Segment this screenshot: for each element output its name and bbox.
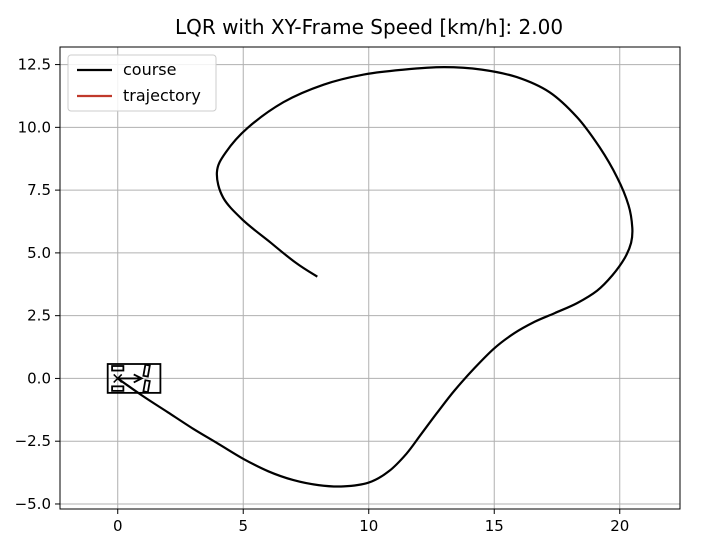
series-layer — [117, 66, 634, 488]
y-tick-label: 12.5 — [18, 56, 51, 74]
legend-label-course: course — [123, 60, 176, 79]
x-tick-label: 0 — [113, 517, 123, 535]
axes-frame — [59, 46, 681, 510]
rear-wheel-left — [111, 365, 125, 372]
vehicle-body — [106, 363, 162, 394]
y-tick-label: 0.0 — [27, 369, 51, 387]
front-wheel-left — [142, 363, 151, 378]
x-tick-label: 5 — [238, 517, 248, 535]
grid-layer — [60, 47, 680, 509]
y-tick-label: 2.5 — [27, 307, 51, 325]
y-tick-label: 5.0 — [27, 244, 51, 262]
heading-arrow-head — [133, 373, 144, 384]
legend: course trajectory — [67, 54, 217, 112]
front-wheel-right — [142, 379, 151, 394]
vehicle-marker — [106, 363, 162, 394]
series-line-course — [117, 66, 634, 488]
x-tick-label: 10 — [359, 517, 378, 535]
chart-title: LQR with XY-Frame Speed [km/h]: 2.00 — [175, 15, 563, 39]
legend-label-trajectory: trajectory — [123, 86, 201, 105]
rear-wheel-right — [111, 385, 125, 392]
tick-layer: 0 5 10 15 20 −5.0 −2.5 0.0 2.5 5.0 7.5 10.0 12.5 — [15, 56, 630, 535]
y-tick-label: −2.5 — [15, 432, 51, 450]
y-tick-label: −5.0 — [15, 495, 51, 513]
vehicle-outline — [106, 363, 162, 394]
x-tick-label: 15 — [485, 517, 504, 535]
x-tick-label: 20 — [610, 517, 629, 535]
y-tick-label: 10.0 — [18, 118, 51, 136]
y-tick-label: 7.5 — [27, 181, 51, 199]
